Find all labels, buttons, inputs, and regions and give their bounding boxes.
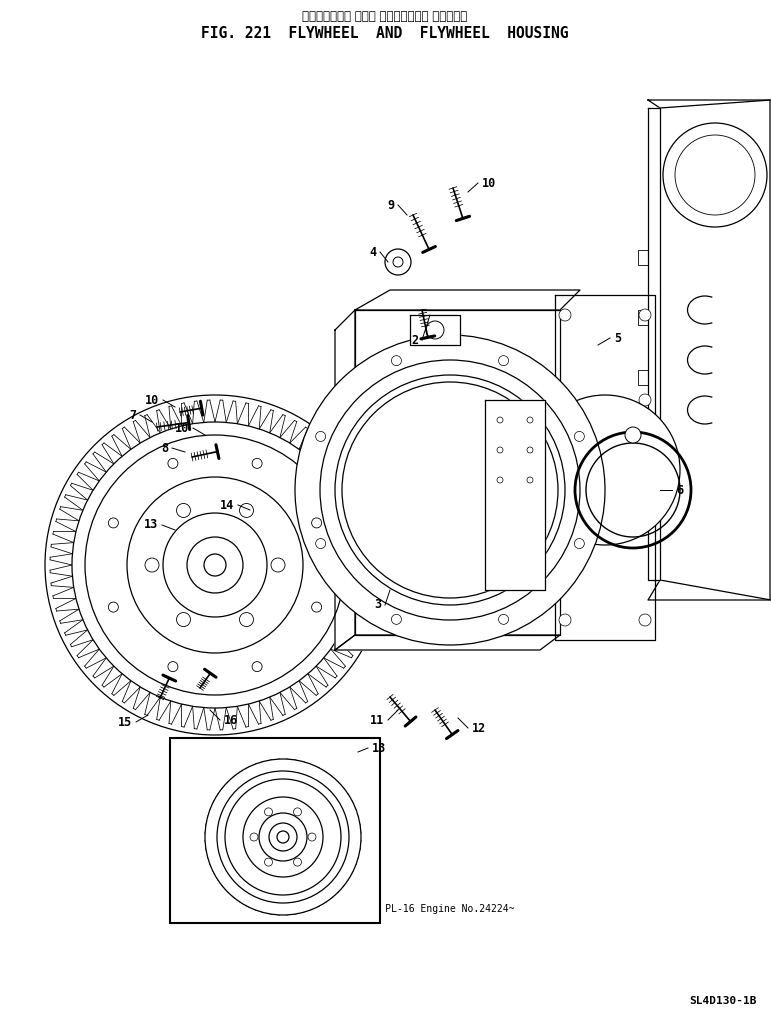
Circle shape [217, 771, 349, 903]
Circle shape [497, 447, 503, 453]
Circle shape [250, 833, 258, 841]
Text: 16: 16 [224, 713, 238, 727]
Text: 4: 4 [369, 246, 376, 259]
Bar [170, 738, 380, 923]
Circle shape [187, 537, 243, 593]
Text: 13: 13 [143, 519, 158, 532]
Circle shape [127, 477, 303, 653]
Circle shape [527, 477, 533, 483]
Circle shape [342, 382, 558, 598]
Circle shape [315, 539, 325, 548]
Circle shape [240, 503, 254, 518]
Circle shape [499, 356, 509, 366]
Circle shape [426, 321, 444, 339]
Circle shape [205, 759, 361, 915]
Circle shape [264, 808, 272, 816]
Circle shape [315, 431, 325, 441]
Circle shape [385, 249, 411, 275]
Circle shape [252, 661, 262, 672]
Circle shape [320, 360, 580, 620]
Polygon shape [335, 310, 355, 650]
Circle shape [392, 614, 402, 625]
Text: 8: 8 [161, 441, 168, 454]
Circle shape [109, 602, 119, 612]
Circle shape [497, 477, 503, 483]
Circle shape [294, 808, 301, 816]
Text: FIG. 221  FLYWHEEL  AND  FLYWHEEL  HOUSING: FIG. 221 FLYWHEEL AND FLYWHEEL HOUSING [201, 26, 569, 41]
Polygon shape [555, 294, 655, 640]
Circle shape [240, 612, 254, 627]
Circle shape [294, 858, 301, 866]
Circle shape [85, 435, 345, 695]
Circle shape [311, 602, 322, 612]
Circle shape [639, 309, 651, 321]
Text: D80P, PL-16 Engine No.24224~: D80P, PL-16 Engine No.24224~ [350, 904, 514, 914]
Circle shape [277, 832, 289, 843]
Text: 13: 13 [372, 742, 386, 754]
Text: 10: 10 [175, 422, 189, 434]
Circle shape [392, 356, 402, 366]
Text: 7: 7 [129, 409, 136, 422]
Circle shape [168, 661, 178, 672]
Circle shape [264, 858, 272, 866]
Circle shape [168, 459, 178, 469]
Circle shape [295, 335, 605, 645]
Circle shape [163, 513, 267, 616]
Circle shape [574, 539, 584, 548]
Circle shape [527, 417, 533, 423]
Circle shape [271, 558, 285, 572]
Text: 2: 2 [411, 333, 418, 346]
Circle shape [530, 395, 680, 545]
Circle shape [559, 504, 571, 516]
Circle shape [252, 459, 262, 469]
Text: 5: 5 [614, 331, 621, 344]
Polygon shape [410, 315, 460, 345]
Circle shape [527, 447, 533, 453]
Polygon shape [355, 310, 560, 635]
Circle shape [72, 422, 358, 708]
Text: SL4D130-1B: SL4D130-1B [689, 996, 757, 1006]
Circle shape [145, 558, 159, 572]
Circle shape [393, 257, 403, 267]
Text: 11: 11 [370, 713, 384, 727]
Text: フライホイール および フライホイール ハウジング: フライホイール および フライホイール ハウジング [302, 10, 468, 23]
Polygon shape [648, 100, 770, 600]
Circle shape [559, 394, 571, 406]
Circle shape [269, 823, 297, 851]
Circle shape [335, 375, 565, 605]
Circle shape [311, 518, 322, 528]
Text: 15: 15 [118, 715, 132, 729]
Text: 6: 6 [676, 483, 683, 496]
Text: 逆引き表: 逆引き表 [350, 892, 370, 901]
Polygon shape [335, 635, 560, 650]
Text: 9: 9 [387, 199, 394, 212]
Circle shape [559, 614, 571, 626]
Circle shape [177, 503, 190, 518]
Circle shape [639, 504, 651, 516]
Circle shape [177, 612, 190, 627]
Circle shape [499, 614, 509, 625]
Text: 10: 10 [145, 393, 159, 407]
Text: 14: 14 [220, 498, 234, 512]
Text: 3: 3 [374, 598, 381, 611]
Circle shape [243, 797, 323, 877]
Circle shape [559, 309, 571, 321]
Circle shape [109, 518, 119, 528]
Circle shape [45, 395, 385, 735]
Polygon shape [648, 108, 660, 580]
Circle shape [225, 779, 341, 895]
Circle shape [259, 813, 307, 861]
Circle shape [639, 614, 651, 626]
Text: 10: 10 [482, 176, 497, 190]
Polygon shape [485, 400, 545, 590]
Circle shape [574, 431, 584, 441]
Circle shape [663, 123, 767, 227]
Circle shape [639, 394, 651, 406]
Polygon shape [355, 290, 580, 310]
Circle shape [497, 417, 503, 423]
Circle shape [625, 427, 641, 443]
Circle shape [308, 833, 316, 841]
Text: 12: 12 [472, 721, 487, 735]
Circle shape [204, 554, 226, 576]
